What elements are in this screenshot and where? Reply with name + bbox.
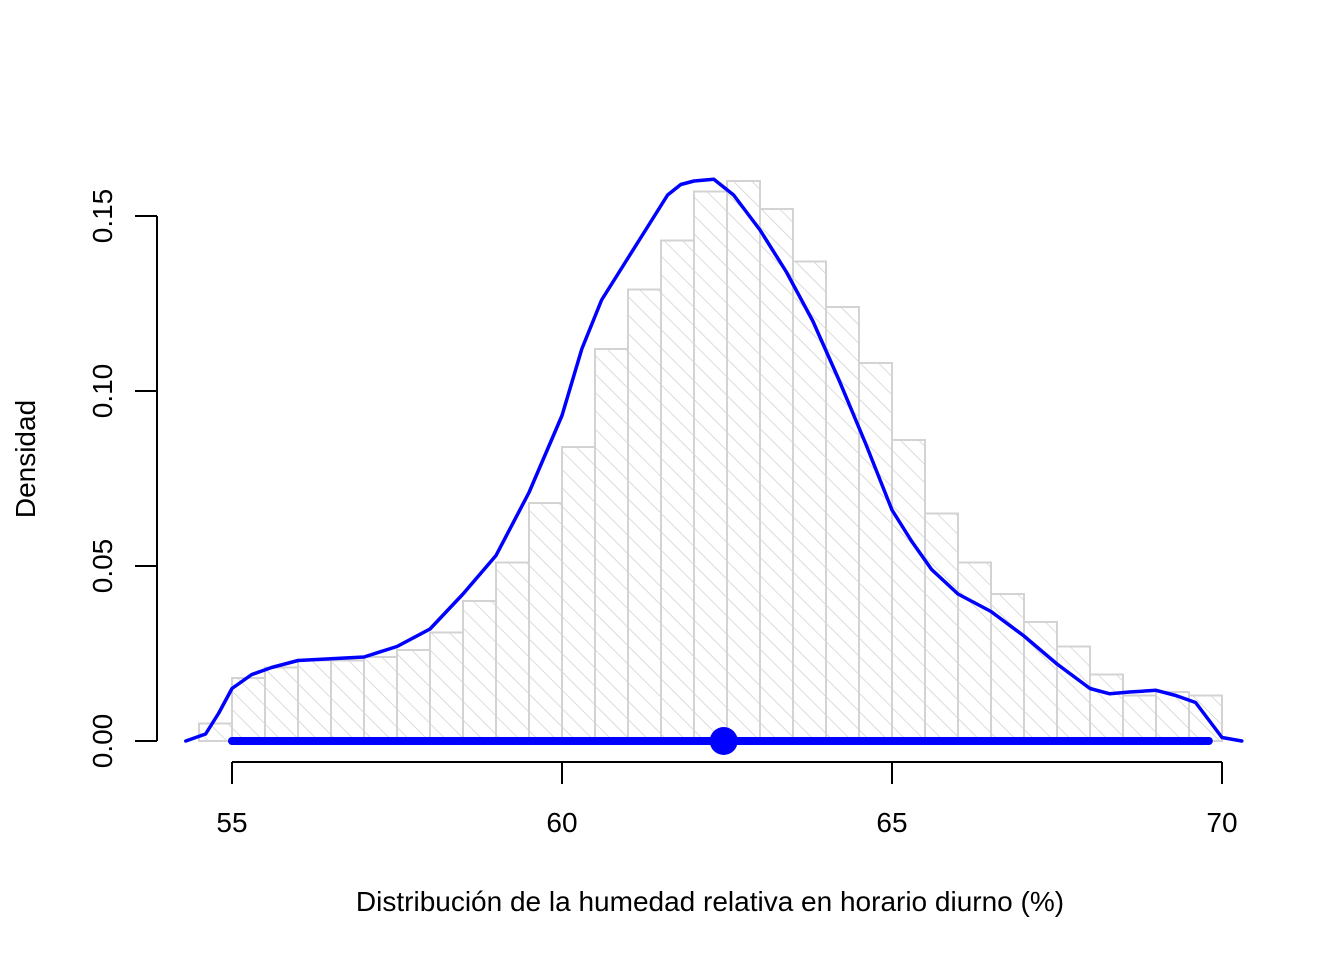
histogram-bar bbox=[198, 722, 233, 742]
histogram-bar bbox=[957, 561, 992, 742]
histogram-bar bbox=[792, 260, 827, 742]
y-tick-label: 0.00 bbox=[87, 714, 118, 769]
histogram-bar bbox=[660, 239, 695, 742]
histogram-bars bbox=[198, 180, 1223, 742]
histogram-bar bbox=[990, 593, 1025, 742]
center-point bbox=[709, 727, 738, 755]
histogram-bar bbox=[1056, 645, 1091, 742]
histogram-bar bbox=[231, 677, 266, 742]
histogram-bar bbox=[561, 446, 596, 742]
range-marker-layer bbox=[228, 727, 1213, 755]
x-tick-label: 70 bbox=[1206, 807, 1237, 838]
histogram-bar bbox=[363, 656, 398, 742]
histogram-bar bbox=[396, 649, 431, 742]
histogram-bar bbox=[627, 288, 662, 742]
y-tick-label: 0.10 bbox=[87, 364, 118, 419]
histogram-bar bbox=[528, 502, 563, 742]
histogram-bar bbox=[924, 512, 959, 742]
histogram-bar bbox=[594, 348, 629, 742]
x-tick-label: 60 bbox=[546, 807, 577, 838]
x-axis-title: Distribución de la humedad relativa en h… bbox=[356, 886, 1064, 917]
histogram-bar bbox=[726, 180, 761, 742]
y-tick-label: 0.05 bbox=[87, 539, 118, 594]
axes: 55 60 65 70 0.00 0.05 0.10 0.15 bbox=[87, 189, 1238, 838]
x-tick-label: 65 bbox=[876, 807, 907, 838]
density-curve-layer bbox=[184, 177, 1244, 743]
histogram-bar bbox=[330, 659, 365, 742]
histogram-bar bbox=[759, 208, 794, 742]
histogram-bar bbox=[891, 439, 926, 742]
histogram-bar bbox=[429, 631, 464, 742]
histogram-bar bbox=[264, 666, 299, 742]
y-tick-label: 0.15 bbox=[87, 189, 118, 244]
histogram-bar bbox=[462, 600, 497, 742]
histogram-bar bbox=[693, 190, 728, 742]
histogram-bar bbox=[297, 659, 332, 742]
y-axis-title: Densidad bbox=[10, 400, 41, 518]
histogram-bar bbox=[495, 561, 530, 742]
histogram-bar bbox=[1089, 673, 1124, 742]
histogram-bar bbox=[1122, 694, 1157, 742]
density-curve bbox=[184, 177, 1244, 743]
histogram-bar bbox=[825, 306, 860, 742]
x-tick-label: 55 bbox=[216, 807, 247, 838]
histogram-bar bbox=[858, 362, 893, 742]
